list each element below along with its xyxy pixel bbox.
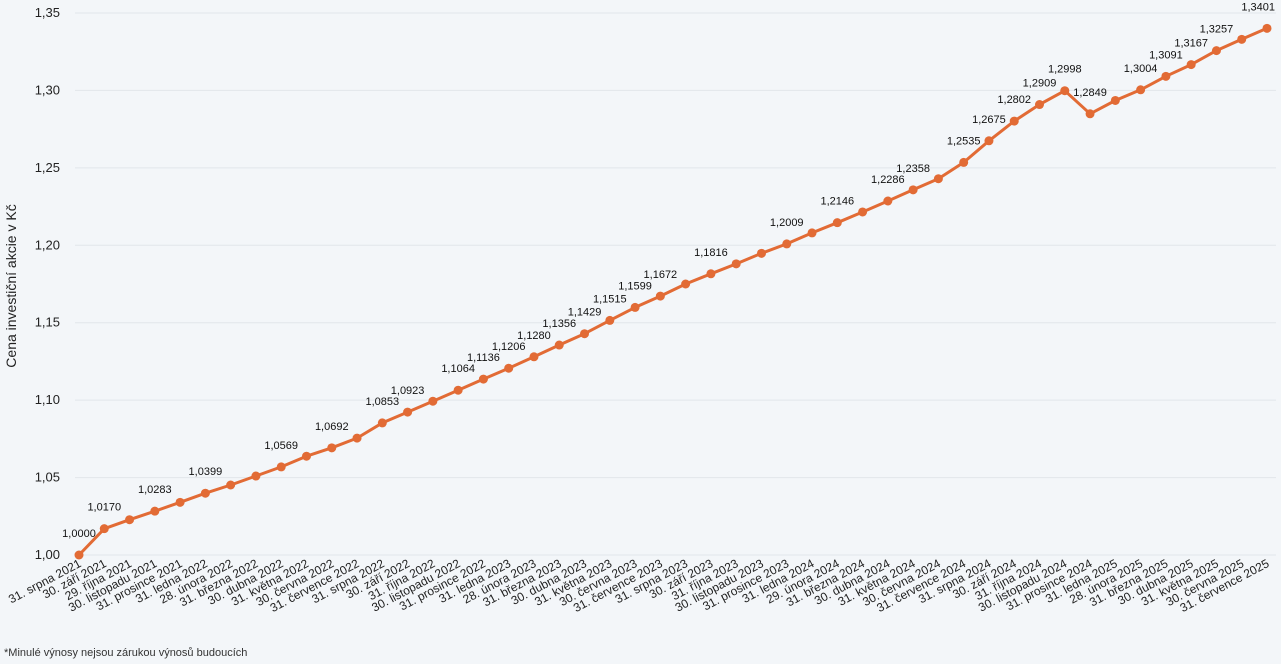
- data-label: 1,2675: [972, 114, 1006, 126]
- data-point: [630, 302, 640, 312]
- y-tick-label: 1,25: [35, 160, 60, 175]
- data-point: [580, 329, 590, 339]
- data-point: [74, 550, 84, 560]
- data-point: [327, 443, 337, 453]
- data-label: 1,0283: [138, 484, 172, 496]
- data-point: [251, 471, 261, 481]
- data-label: 1,0853: [365, 396, 399, 408]
- data-point: [1186, 60, 1196, 70]
- data-point: [403, 407, 413, 417]
- data-label: 1,2802: [997, 94, 1031, 106]
- data-label: 1,1136: [467, 352, 500, 364]
- data-label: 1,3004: [1124, 63, 1158, 75]
- data-point: [150, 506, 160, 516]
- data-point: [706, 269, 716, 279]
- data-point: [478, 374, 488, 384]
- data-label: 1,0692: [315, 421, 349, 433]
- data-point: [858, 207, 868, 217]
- data-label: 1,0000: [62, 528, 96, 540]
- data-label: 1,2909: [1023, 78, 1057, 90]
- data-point: [984, 136, 994, 146]
- data-point: [883, 196, 893, 206]
- y-axis-title: Cena investiční akcie v Kč: [3, 204, 19, 367]
- data-point: [377, 418, 387, 428]
- data-label: 1,3167: [1174, 38, 1208, 50]
- data-point: [554, 340, 564, 350]
- data-label: 1,0399: [189, 466, 223, 478]
- data-point: [175, 497, 185, 507]
- data-label: 1,1356: [542, 318, 576, 330]
- data-label: 1,2009: [770, 217, 804, 229]
- data-label: 1,1599: [618, 280, 652, 292]
- data-label: 1,2849: [1073, 87, 1107, 99]
- data-point: [756, 248, 766, 258]
- data-point: [782, 239, 792, 249]
- data-label: 1,2286: [871, 174, 905, 186]
- data-point: [99, 524, 109, 534]
- data-point: [1110, 95, 1120, 105]
- data-point: [807, 228, 817, 238]
- y-tick-label: 1,20: [35, 237, 60, 252]
- data-point: [453, 385, 463, 395]
- y-tick-label: 1,05: [35, 470, 60, 485]
- data-label: 1,1280: [517, 330, 551, 342]
- data-point: [1161, 71, 1171, 81]
- data-point: [1085, 109, 1095, 119]
- data-point: [1060, 86, 1070, 96]
- data-label: 1,2998: [1048, 64, 1082, 76]
- data-label: 1,0569: [264, 440, 298, 452]
- data-label: 1,2535: [947, 135, 981, 147]
- data-point: [226, 480, 236, 490]
- data-point: [731, 259, 741, 269]
- data-point: [832, 218, 842, 228]
- disclaimer-footnote: *Minulé výnosy nejsou zárukou výnosů bud…: [4, 647, 248, 659]
- data-point: [352, 433, 362, 443]
- data-point: [1262, 23, 1272, 33]
- data-label: 1,3401: [1241, 1, 1275, 13]
- data-point: [908, 185, 918, 195]
- data-label: 1,1515: [593, 293, 627, 305]
- data-point: [655, 291, 665, 301]
- data-point: [1009, 116, 1019, 126]
- data-point: [1237, 34, 1247, 44]
- data-point: [681, 279, 691, 289]
- data-label: 1,3257: [1200, 24, 1234, 36]
- data-point: [200, 488, 210, 498]
- data-point: [605, 315, 615, 325]
- data-point: [933, 174, 943, 184]
- data-label: 1,2358: [896, 163, 930, 175]
- data-point: [1136, 85, 1146, 95]
- data-point: [301, 451, 311, 461]
- data-label: 1,1429: [568, 307, 602, 319]
- data-point: [504, 363, 514, 373]
- data-label: 1,0923: [391, 385, 425, 397]
- data-label: 1,2146: [820, 196, 854, 208]
- data-point: [428, 396, 438, 406]
- data-label: 1,3091: [1149, 49, 1183, 61]
- data-point: [959, 157, 969, 167]
- y-tick-label: 1,35: [35, 5, 60, 20]
- data-point: [1035, 100, 1045, 110]
- y-tick-label: 1,00: [35, 547, 60, 562]
- data-point: [1211, 46, 1221, 56]
- data-point: [125, 515, 135, 525]
- data-label: 1,0170: [87, 502, 121, 514]
- data-label: 1,1064: [441, 363, 475, 375]
- y-tick-label: 1,30: [35, 82, 60, 97]
- data-point: [276, 462, 286, 472]
- data-label: 1,1206: [492, 341, 526, 353]
- data-point: [529, 352, 539, 362]
- y-tick-label: 1,15: [35, 315, 60, 330]
- data-label: 1,1816: [694, 247, 728, 259]
- data-label: 1,1672: [644, 269, 678, 281]
- y-tick-label: 1,10: [35, 392, 60, 407]
